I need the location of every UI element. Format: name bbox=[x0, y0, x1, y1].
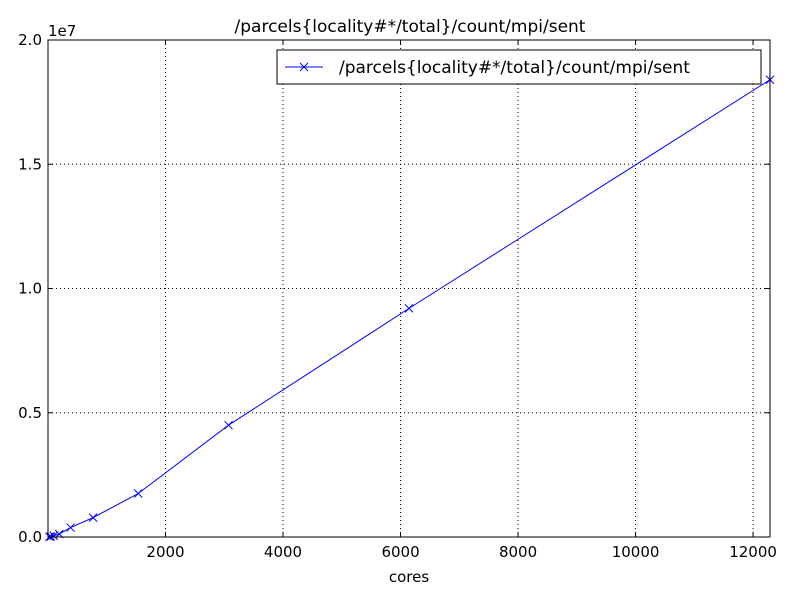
legend-marker-x bbox=[299, 62, 309, 72]
legend-x-marker bbox=[299, 62, 309, 72]
y-tick-label: 2.0 bbox=[18, 31, 42, 49]
data-point-marker bbox=[404, 304, 414, 313]
series-line bbox=[49, 79, 771, 538]
x-axis-label: cores bbox=[389, 568, 429, 586]
grid-lines bbox=[48, 40, 770, 537]
data-point-marker bbox=[133, 489, 143, 498]
y-tick-label: 1.0 bbox=[18, 280, 42, 298]
data-point-marker bbox=[66, 523, 75, 532]
x-tick-label: 12000 bbox=[729, 543, 777, 561]
y-tick-label: 0.0 bbox=[18, 528, 42, 546]
legend-series-label: /parcels{locality#*/total}/count/mpi/sen… bbox=[339, 58, 690, 78]
data-point-marker bbox=[49, 531, 58, 541]
x-tick-label: 8000 bbox=[499, 543, 537, 561]
axis-ticks: 2000 4000 6000 8000 10000 12000 0.0 0.5 1.0 1.5 2.… bbox=[18, 31, 777, 561]
data-point-marker bbox=[88, 513, 98, 522]
legend-box bbox=[276, 49, 762, 85]
x-tick-label: 2000 bbox=[146, 543, 184, 561]
chart-title: /parcels{locality#*/total}/count/mpi/sen… bbox=[235, 17, 586, 37]
y-tick-label: 0.5 bbox=[18, 404, 42, 422]
x-tick-label: 6000 bbox=[381, 543, 419, 561]
legend: /parcels{locality#*/total}/count/mpi/sen… bbox=[276, 49, 762, 85]
data-point-marker bbox=[224, 420, 233, 430]
y-offset-label: 1e7 bbox=[48, 22, 76, 40]
x-tick-label: 10000 bbox=[612, 543, 660, 561]
y-tick-label: 1.5 bbox=[18, 155, 42, 173]
x-tick-label: 4000 bbox=[264, 543, 302, 561]
